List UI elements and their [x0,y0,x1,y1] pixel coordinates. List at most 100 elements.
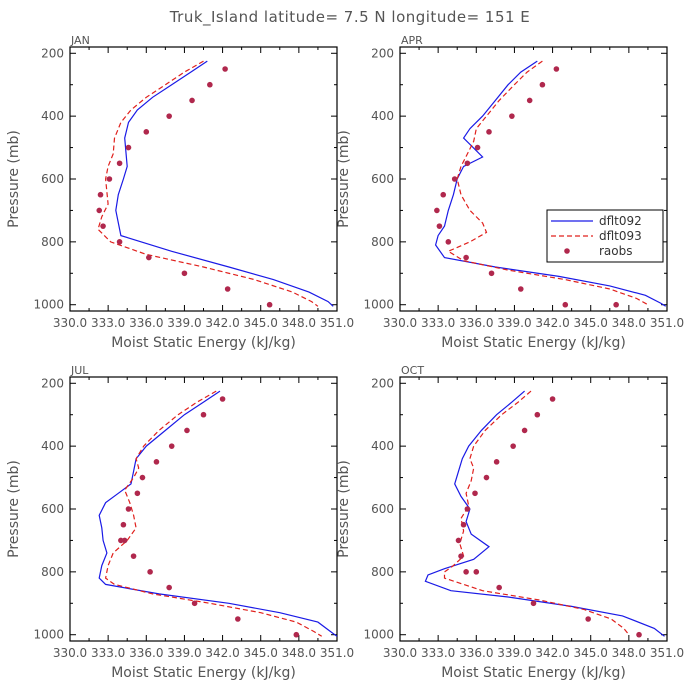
y-tick-label: 600 [371,502,394,516]
x-axis-label: Moist Static Energy (kJ/kg) [111,665,296,681]
y-tick-label: 1000 [363,298,394,312]
raobs-point [451,176,458,182]
x-tick-label: 333.0 [91,316,125,330]
x-tick-label: 345.0 [244,316,278,330]
y-tick-label: 600 [41,502,64,516]
raobs-point [139,474,146,481]
raobs-point [534,411,541,418]
y-tick-label: 1000 [33,628,64,642]
figure-title: Truk_Island latitude= 7.5 N longitude= 1… [169,8,531,27]
raobs-point [191,600,198,607]
series-line-dflt093 [97,60,319,307]
x-axis-label: Moist Static Energy (kJ/kg) [111,335,296,351]
x-tick-label: 342.0 [535,316,569,330]
raobs-point [97,191,104,198]
raobs-point [474,144,481,151]
panel-title: JAN [70,34,90,47]
y-axis-label: Pressure (mb) [6,460,22,558]
x-tick-label: 336.0 [129,316,163,330]
x-tick-label: 336.0 [129,646,163,660]
raobs-point [153,459,160,465]
raobs-point [636,631,642,638]
legend-label-dflt092: dflt092 [599,214,642,228]
raobs-point [168,443,175,449]
series-line-dflt092 [98,390,338,637]
panel-apr: APR 200 400 600 800 1000 330.0 333.0 336.0 339.0 3… [336,34,684,351]
raobs-point [106,176,113,182]
x-tick-label: 339.0 [167,316,201,330]
raobs-point [539,81,546,88]
y-tick-label: 600 [41,172,64,186]
y-tick-label: 400 [41,109,64,123]
raobs-point [120,521,127,528]
raobs-point [530,600,537,607]
raobs-point [488,270,495,277]
x-tick-label: 348.0 [612,316,646,330]
raobs-point [436,223,443,229]
series-line-dflt092 [115,60,334,307]
legend-marker-raobs [564,248,570,254]
panel-title: JUL [70,364,89,377]
raobs-point [463,254,469,261]
y-tick-label: 400 [371,439,394,453]
y-tick-label: 200 [371,46,394,60]
raobs-point [517,286,524,292]
x-tick-label: 342.0 [205,646,239,660]
x-tick-label: 339.0 [497,316,531,330]
series-line-dflt092 [434,60,667,307]
raobs-point [125,144,132,151]
raobs-point [496,584,502,591]
raobs-point [613,301,619,308]
y-tick-label: 400 [41,439,64,453]
panel-title: OCT [401,364,424,377]
raobs-point [434,207,440,214]
raobs-point [472,490,478,497]
plot-frame [399,46,668,312]
x-tick-label: 351.0 [650,646,684,660]
y-tick-label: 1000 [363,628,394,642]
x-tick-label: 330.0 [53,316,87,330]
raobs-point [130,553,137,559]
y-axis-label: Pressure (mb) [6,130,22,228]
raobs-point [134,490,141,497]
x-tick-label: 339.0 [167,646,201,660]
x-tick-label: 345.0 [574,646,608,660]
x-tick-label: 351.0 [320,316,354,330]
legend-label-raobs: raobs [599,244,633,258]
raobs-point [222,66,228,72]
y-tick-label: 600 [371,172,394,186]
x-axis-label: Moist Static Energy (kJ/kg) [441,665,626,681]
raobs-point [166,584,172,591]
raobs-point [464,160,471,167]
raobs-point [526,97,533,104]
x-tick-label: 336.0 [459,316,493,330]
raobs-point [510,443,516,449]
raobs-point [200,411,207,418]
x-tick-label: 348.0 [612,646,646,660]
y-tick-label: 800 [41,235,64,249]
x-tick-label: 345.0 [574,316,608,330]
x-tick-label: 342.0 [535,646,569,660]
raobs-point [562,301,569,308]
raobs-point [125,506,132,512]
raobs-point [458,553,464,559]
series-line-dflt092 [424,390,665,637]
raobs-point [455,537,462,544]
raobs-point [181,270,188,277]
y-tick-label: 800 [41,565,64,579]
raobs-point [509,113,515,119]
raobs-point [219,396,226,402]
x-tick-label: 342.0 [205,316,239,330]
x-tick-label: 333.0 [91,646,125,660]
raobs-point [116,160,123,167]
raobs-point [293,631,300,638]
raobs-point [521,427,528,434]
panel-title: APR [401,34,423,47]
series-line-dflt093 [104,390,323,637]
y-tick-label: 200 [41,376,64,390]
panel-jul: JUL 200 400 600 800 1000 330.0 333.0 336.0 339.0 3… [6,364,354,681]
raobs-point [166,113,172,119]
raobs-point [440,191,447,198]
y-tick-label: 400 [371,109,394,123]
